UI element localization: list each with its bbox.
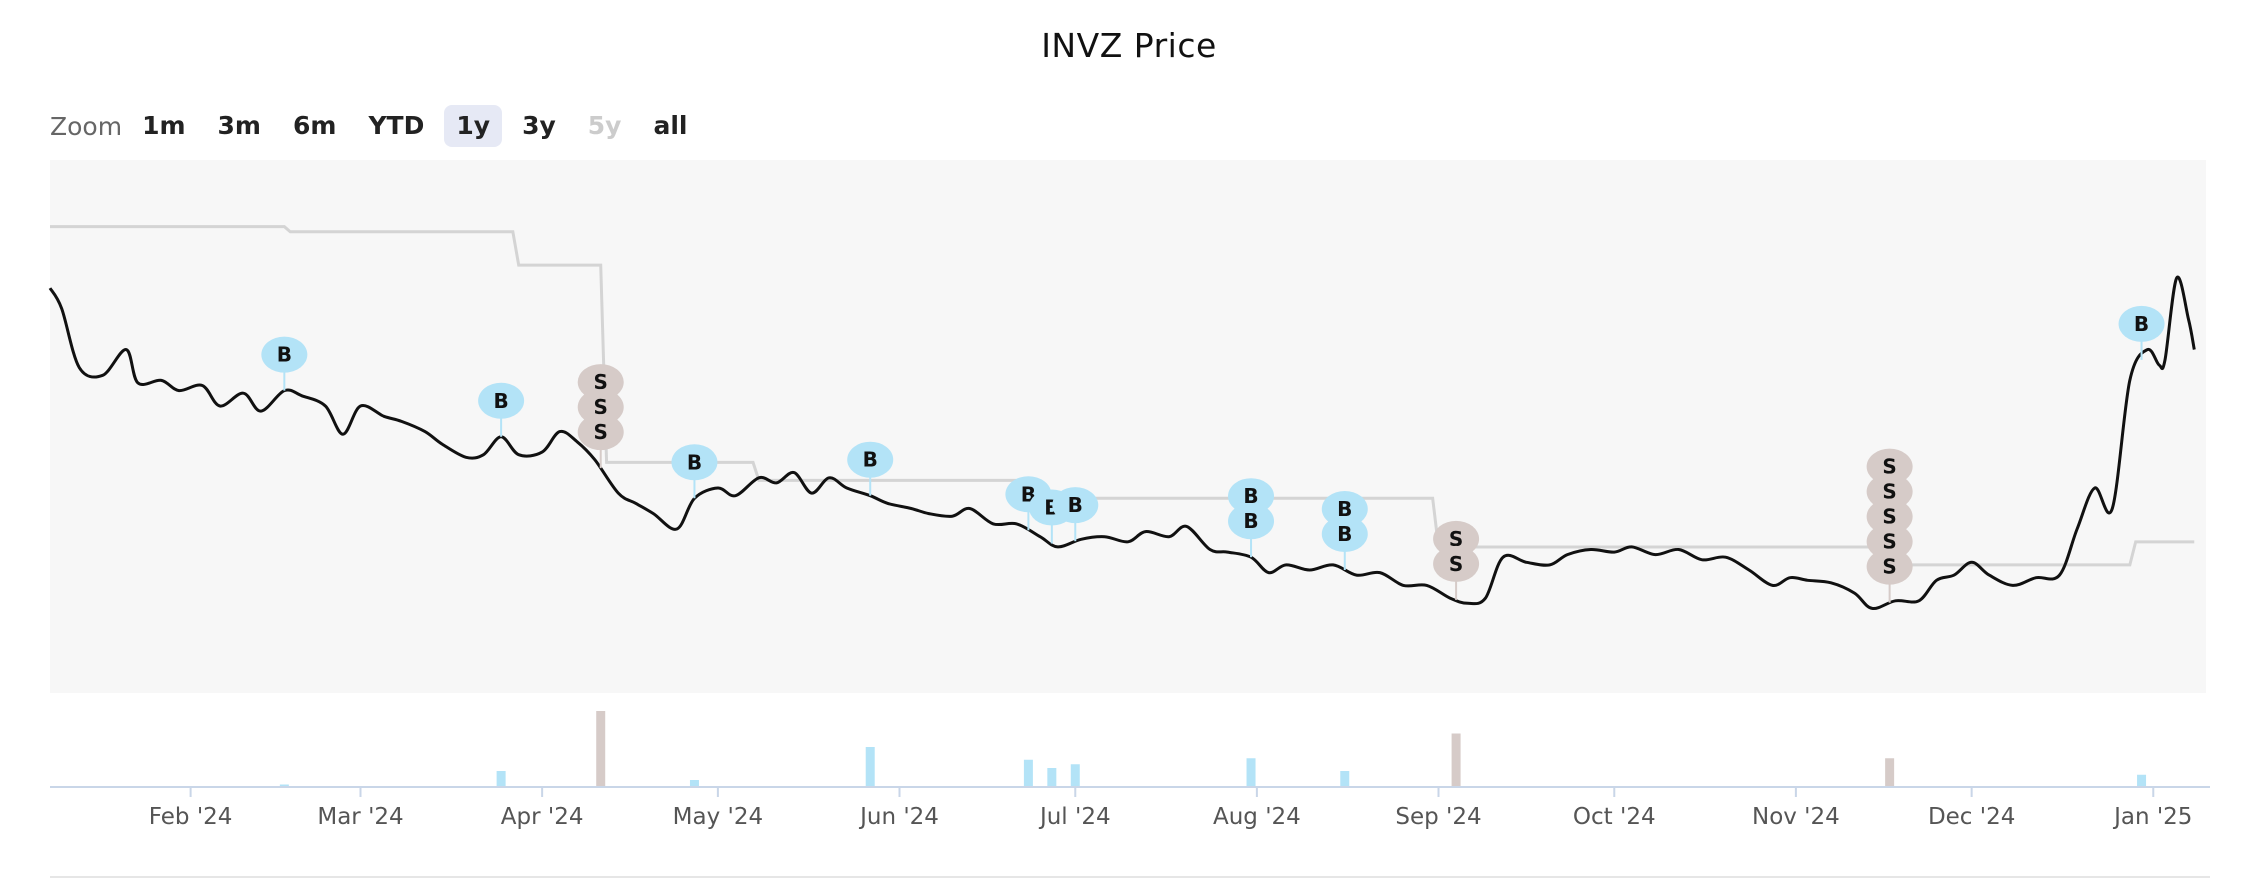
x-tick-label: Nov '24 <box>1752 804 1840 830</box>
volume-bar <box>279 784 289 786</box>
x-tick-label: Apr '24 <box>501 804 584 830</box>
plot-background <box>50 160 2206 693</box>
flag-label: S <box>1882 480 1896 504</box>
volume-bar <box>1885 758 1895 786</box>
volume-bar <box>689 780 699 786</box>
volume-bar <box>1451 733 1461 786</box>
zoom-label: Zoom <box>50 111 123 141</box>
zoom-1y-button[interactable]: 1y <box>444 105 503 147</box>
zoom-3y-button[interactable]: 3y <box>522 111 556 140</box>
flag-label: B <box>1243 484 1258 508</box>
flag-label: S <box>1882 555 1896 579</box>
price-line <box>48 275 2196 610</box>
sell-flag <box>1866 473 1913 510</box>
flag-label: B <box>277 343 292 367</box>
zoom-5y-button: 5y <box>587 111 622 140</box>
x-tick-label: Mar '24 <box>317 804 403 830</box>
x-tick-label: Feb '24 <box>149 804 233 830</box>
flag-label: S <box>1449 552 1463 576</box>
buy-flag <box>1052 487 1099 524</box>
volume-bar <box>596 711 606 786</box>
sell-flag <box>1866 498 1913 535</box>
sell-flag <box>577 414 624 451</box>
zoom-1m-button[interactable]: 1m <box>142 111 186 140</box>
flag-label: B <box>1337 497 1352 521</box>
sell-flag <box>1433 545 1480 582</box>
buy-flag <box>1228 478 1275 515</box>
x-tick-label: Jul '24 <box>1038 804 1111 830</box>
volume-bar <box>2137 774 2147 786</box>
flag-label: B <box>687 450 702 474</box>
flag-label: S <box>1882 530 1896 554</box>
volume-bar <box>1047 768 1057 786</box>
flag-label: B <box>863 448 878 472</box>
volume-bar <box>1340 771 1350 786</box>
flag-label: S <box>594 420 608 444</box>
buy-flag <box>1321 491 1368 527</box>
buy-flag <box>2118 305 2165 342</box>
flag-label: S <box>1882 505 1896 529</box>
sell-flag <box>577 364 624 401</box>
band-line <box>50 225 2195 567</box>
x-tick-label: Jun '24 <box>858 804 939 830</box>
flag-label: S <box>594 395 608 419</box>
chart-title: INVZ Price <box>1041 26 1217 65</box>
x-tick-label: Jan '25 <box>2112 804 2192 830</box>
sell-flag <box>1866 523 1913 560</box>
zoom-selector: Zoom 1m 3m 6m YTD 1y 3y 5y all <box>50 104 707 148</box>
flag-label: S <box>1449 527 1463 551</box>
flag-label: S <box>1882 455 1896 479</box>
x-axis: Feb '24 Mar '24 Apr '24 May '24 Jun '24 Jul '… <box>50 786 2210 878</box>
flag-label: B <box>1243 509 1258 533</box>
flag-label: B <box>493 389 508 413</box>
x-tick-label: Aug '24 <box>1213 804 1301 830</box>
band-layer <box>50 225 2195 567</box>
volume-bar <box>865 747 875 786</box>
sell-flag <box>1866 448 1913 485</box>
flag-label: B <box>1068 493 1083 517</box>
volume-bar <box>1246 758 1256 786</box>
zoom-all-button[interactable]: all <box>653 111 688 140</box>
buy-flag <box>478 382 525 419</box>
zoom-ytd-button[interactable]: YTD <box>368 111 425 140</box>
x-tick-label: Dec '24 <box>1928 804 2015 830</box>
buy-flag <box>671 444 718 481</box>
volume-bar <box>1070 764 1080 786</box>
price-layer <box>48 275 2196 610</box>
x-tick-label: May '24 <box>673 804 763 830</box>
flag-label: S <box>594 370 608 394</box>
x-tick-label: Sep '24 <box>1395 804 1481 830</box>
buy-flag <box>847 441 894 478</box>
buy-flag <box>1321 516 1368 552</box>
volume-bar <box>496 771 506 786</box>
zoom-3m-button[interactable]: 3m <box>217 111 261 140</box>
buy-flag <box>261 336 308 373</box>
volume-bars <box>279 711 2147 786</box>
sell-flag <box>577 389 624 426</box>
zoom-6m-button[interactable]: 6m <box>292 111 337 140</box>
x-tick-label: Oct '24 <box>1573 804 1656 830</box>
flag-label: B <box>1337 522 1352 546</box>
volume-bar <box>1023 759 1033 786</box>
flag-label: B <box>2134 312 2149 336</box>
buy-flag <box>1228 503 1275 540</box>
sell-flag <box>1866 548 1913 585</box>
sell-flag <box>1433 520 1480 557</box>
